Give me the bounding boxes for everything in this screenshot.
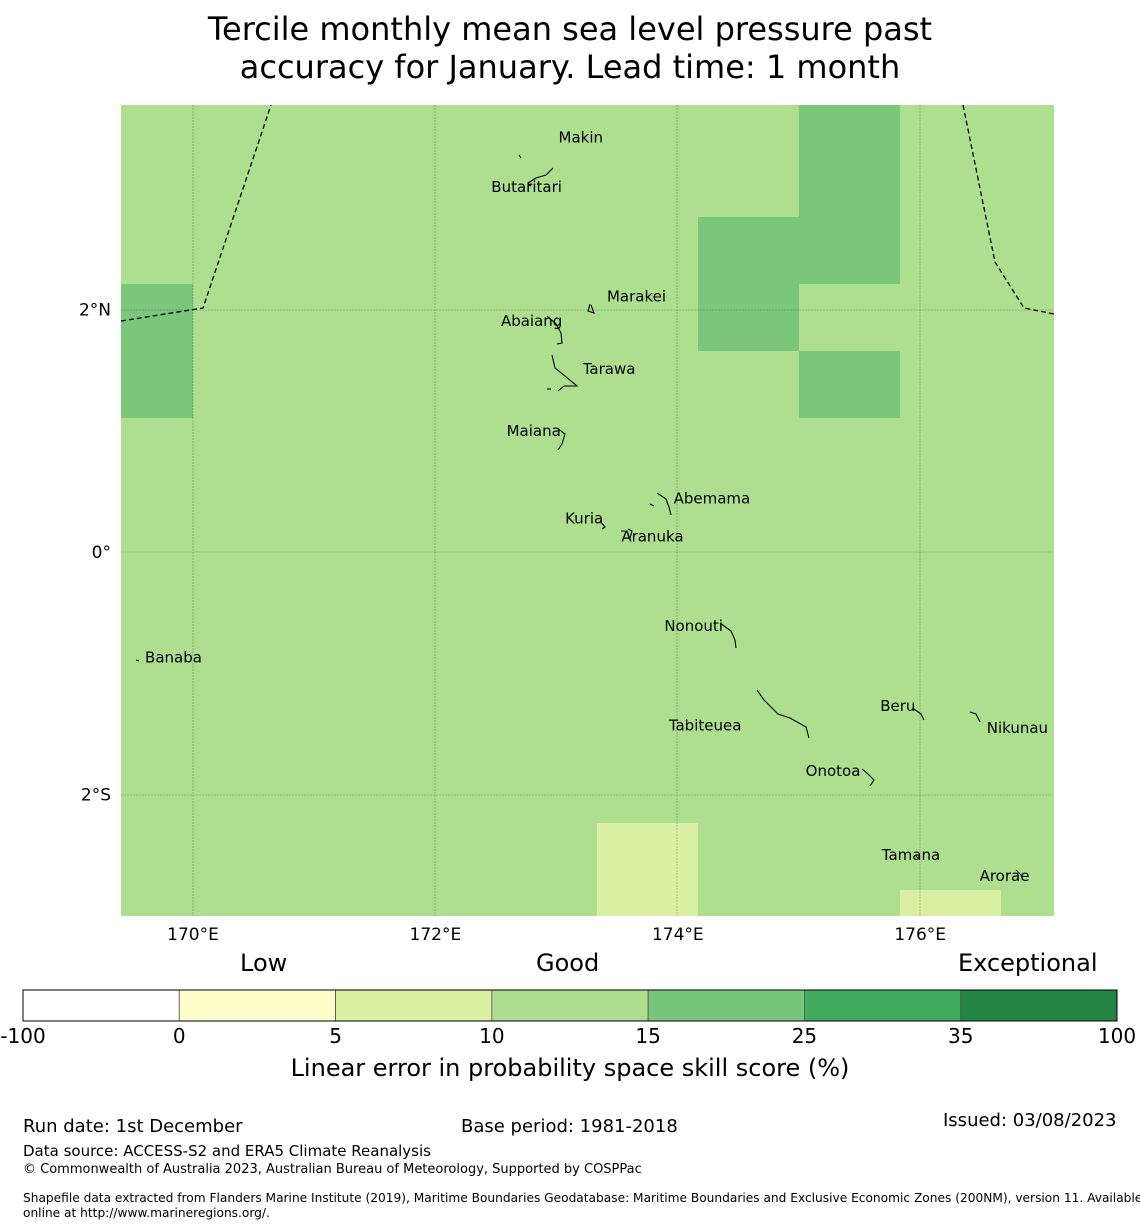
skill-cell bbox=[698, 217, 900, 284]
place-label: Maiana bbox=[507, 422, 561, 440]
colorbar-label-low: Low bbox=[240, 949, 288, 977]
place-label: Abemama bbox=[674, 490, 751, 508]
skill-cells-5-10 bbox=[597, 823, 1001, 916]
eez-boundary-east bbox=[962, 104, 1055, 315]
lat-tick-label: 2°N bbox=[79, 301, 111, 321]
lon-tick-label: 170°E bbox=[167, 925, 219, 945]
eez-boundaries bbox=[120, 104, 1055, 322]
lat-tick-label: 0° bbox=[92, 543, 111, 563]
place-label: Aranuka bbox=[621, 527, 683, 545]
place-label: Butaritari bbox=[491, 178, 562, 196]
colorbar-frame bbox=[22, 989, 1118, 1022]
colorbar-segment bbox=[335, 989, 493, 1022]
colorbar-segment bbox=[22, 989, 180, 1022]
colorbar-segments bbox=[22, 989, 1118, 1022]
issued-date: Issued: 03/08/2023 bbox=[943, 1110, 1117, 1131]
colorbar-tick-label: 10 bbox=[479, 1024, 505, 1048]
colorbar-label-good: Good bbox=[536, 949, 600, 977]
skill-cell bbox=[900, 890, 1001, 916]
lon-tick-label: 172°E bbox=[410, 925, 462, 945]
colorbar bbox=[22, 989, 1118, 1022]
skill-cell bbox=[121, 284, 193, 418]
place-label: Nikunau bbox=[987, 719, 1048, 737]
colorbar-tick-label: 5 bbox=[329, 1024, 342, 1048]
place-label: Tabiteuea bbox=[668, 717, 742, 735]
colorbar-tick-label: 0 bbox=[172, 1024, 186, 1048]
colorbar-segment bbox=[960, 989, 1118, 1022]
gridlines bbox=[121, 105, 1054, 916]
eez-boundary-west bbox=[120, 104, 272, 322]
lon-tick-label: 174°E bbox=[652, 925, 704, 945]
run-date: Run date: 1st December bbox=[23, 1116, 243, 1137]
place-label: Nonouti bbox=[664, 617, 723, 635]
place-label: Abaiang bbox=[501, 312, 562, 330]
colorbar-segment bbox=[491, 989, 649, 1022]
skill-cell bbox=[698, 284, 799, 351]
colorbar-tick-label: 25 bbox=[791, 1024, 818, 1048]
place-label: Onotoa bbox=[806, 762, 861, 780]
island-outlines bbox=[135, 154, 1023, 877]
shapefile-credit-line-2: online at http://www.marineregions.org/. bbox=[23, 1206, 270, 1220]
colorbar-segment bbox=[178, 989, 336, 1022]
copyright: © Commonwealth of Australia 2023, Austra… bbox=[23, 1162, 642, 1177]
colorbar-tick-label: -100 bbox=[0, 1024, 46, 1048]
place-label: Banaba bbox=[145, 648, 202, 666]
colorbar-segment bbox=[804, 989, 962, 1022]
place-label: Kuria bbox=[565, 509, 603, 527]
base-period: Base period: 1981-2018 bbox=[461, 1116, 678, 1137]
lat-tick-label: 2°S bbox=[81, 785, 111, 805]
place-label: Tamana bbox=[881, 846, 940, 864]
title-line-2: accuracy for January. Lead time: 1 month bbox=[239, 48, 901, 86]
skill-cell bbox=[597, 823, 698, 916]
chart-title: Tercile monthly mean sea level pressure … bbox=[0, 10, 1140, 86]
data-source: Data source: ACCESS-S2 and ERA5 Climate … bbox=[23, 1142, 431, 1160]
place-label: Tarawa bbox=[582, 360, 636, 378]
place-label: Marakei bbox=[607, 288, 666, 306]
skill-cell bbox=[799, 105, 900, 217]
skill-map: Makin Butaritari Marakei Abaiang Tarawa Maian… bbox=[79, 104, 1055, 945]
title-line-1: Tercile monthly mean sea level pressure … bbox=[207, 10, 933, 48]
skill-cell bbox=[799, 351, 900, 418]
colorbar-segment bbox=[647, 989, 805, 1022]
axis-labels: 170°E 172°E 174°E 176°E 2°N 0° 2°S bbox=[79, 301, 946, 945]
colorbar-label-exceptional: Exceptional bbox=[958, 949, 1098, 977]
shapefile-credit-line-1: Shapefile data extracted from Flanders M… bbox=[23, 1191, 1140, 1205]
place-label: Makin bbox=[559, 128, 604, 146]
place-label: Beru bbox=[880, 697, 915, 715]
lon-tick-label: 176°E bbox=[894, 925, 946, 945]
skill-cells-15-25 bbox=[121, 105, 900, 418]
colorbar-tick-label: 35 bbox=[947, 1024, 974, 1048]
place-labels: Makin Butaritari Marakei Abaiang Tarawa Maian… bbox=[145, 128, 1048, 885]
colorbar-tick-label: 15 bbox=[635, 1024, 661, 1048]
colorbar-title: Linear error in probability space skill … bbox=[290, 1054, 850, 1082]
colorbar-tick-label: 100 bbox=[1097, 1024, 1137, 1048]
place-label: Arorae bbox=[980, 867, 1030, 885]
